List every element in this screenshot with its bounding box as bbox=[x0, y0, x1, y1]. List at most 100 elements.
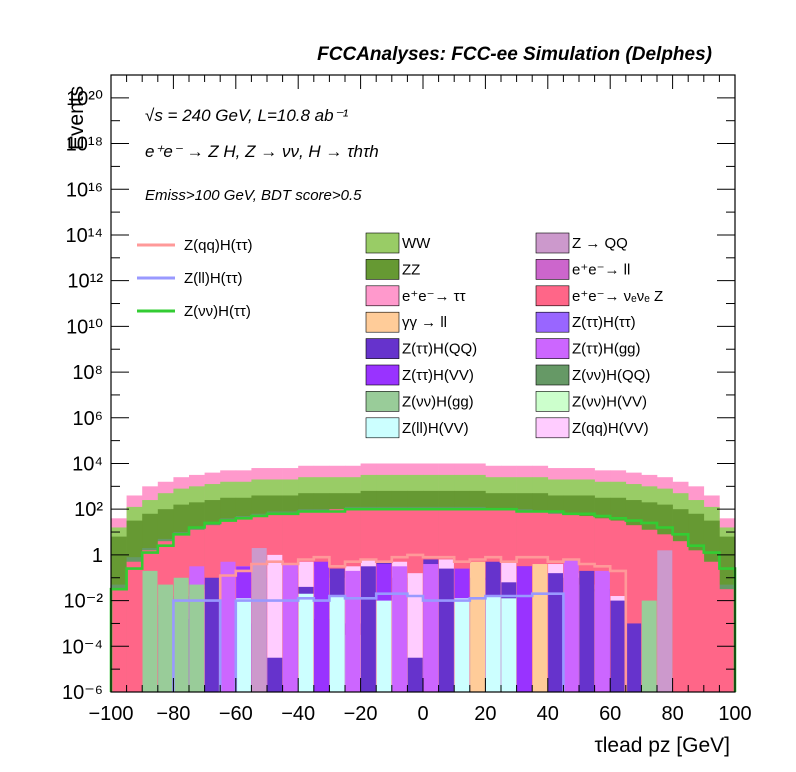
x-tick-label: −60 bbox=[219, 703, 253, 725]
component-bar bbox=[220, 561, 236, 692]
component-bar bbox=[329, 596, 345, 692]
x-tick-label: 100 bbox=[718, 703, 751, 725]
legend-box-label: WW bbox=[402, 235, 431, 252]
legend-box-swatch bbox=[365, 364, 400, 386]
x-axis-label: τlead pz [GeV] bbox=[594, 734, 730, 757]
component-bar bbox=[454, 598, 470, 692]
y-tick-label: 10⁻² bbox=[64, 591, 104, 613]
stack-bar bbox=[111, 589, 127, 692]
legend-box-swatch bbox=[535, 364, 570, 386]
legend-box-label: e⁺e⁻→ ll bbox=[572, 261, 630, 278]
legend-box-swatch bbox=[535, 338, 570, 359]
component-bar bbox=[189, 584, 205, 692]
x-tick-label: −80 bbox=[156, 703, 190, 725]
component-bar bbox=[501, 598, 517, 692]
stack-bar bbox=[703, 561, 720, 692]
component-bar bbox=[516, 566, 532, 692]
annotation-energy-lumi: √s = 240 GeV, L=10.8 ab⁻¹ bbox=[145, 106, 349, 125]
legend-box-label: ZZ bbox=[402, 261, 420, 278]
annotation-selection: Emiss>100 GeV, BDT score>0.5 bbox=[145, 187, 362, 204]
y-tick-label: 10¹⁶ bbox=[66, 179, 103, 201]
legend-box-swatch bbox=[365, 391, 400, 412]
stack-bar bbox=[719, 589, 736, 692]
stack-bar bbox=[688, 550, 705, 692]
component-bar bbox=[298, 593, 314, 692]
legend-line-label: Z(qq)H(ττ) bbox=[184, 237, 253, 254]
legend-box-label: Z(νν)H(VV) bbox=[572, 393, 647, 410]
component-bar bbox=[314, 561, 330, 692]
legend-box-label: Z(qq)H(VV) bbox=[572, 420, 649, 437]
x-tick-label: 40 bbox=[537, 703, 559, 725]
legend-box-label: γγ → ll bbox=[402, 314, 447, 331]
y-tick-label: 10¹⁸ bbox=[66, 134, 103, 156]
legend-box-label: Z(ττ)H(ττ) bbox=[572, 314, 636, 331]
x-tick-label: −40 bbox=[281, 703, 315, 725]
x-tick-label: 0 bbox=[417, 703, 428, 725]
legend-box-label: Z(ττ)H(gg) bbox=[572, 341, 641, 358]
component-bar bbox=[579, 570, 595, 692]
component-bar bbox=[158, 584, 174, 692]
component-bar bbox=[532, 564, 548, 692]
legend-box-label: Z(ll)H(VV) bbox=[402, 420, 469, 437]
component-bar bbox=[610, 600, 626, 692]
y-tick-label: 10¹² bbox=[67, 271, 103, 293]
legend-box-label: Z(ττ)H(VV) bbox=[402, 367, 474, 384]
stack-bar bbox=[672, 541, 689, 692]
legend-box-swatch bbox=[365, 259, 400, 280]
legend-box-swatch bbox=[535, 259, 570, 280]
legend-box-swatch bbox=[535, 232, 570, 254]
signal-line bbox=[109, 507, 737, 692]
legend-box-label: Z(νν)H(QQ) bbox=[572, 367, 650, 384]
legend-box-swatch bbox=[365, 417, 400, 439]
header-title: FCCAnalyses: FCC-ee Simulation (Delphes) bbox=[317, 44, 712, 65]
component-bar bbox=[173, 577, 189, 692]
legend-box-label: e⁺e⁻→ ττ bbox=[402, 288, 466, 305]
legend-box-swatch bbox=[535, 285, 570, 307]
component-bar bbox=[485, 596, 501, 692]
component-bar bbox=[626, 623, 642, 692]
component-bar bbox=[267, 657, 283, 692]
legend-box-swatch bbox=[365, 232, 400, 254]
y-tick-label: 10⁻⁴ bbox=[62, 636, 103, 658]
y-tick-label: 10² bbox=[74, 499, 103, 521]
y-tick-label: 1 bbox=[92, 545, 103, 567]
legend-box-label: Z → QQ bbox=[572, 235, 628, 252]
legend-line-label: Z(ll)H(ττ) bbox=[184, 270, 243, 287]
legend-box-swatch bbox=[365, 311, 400, 333]
signal-line bbox=[172, 592, 565, 692]
legend-box-swatch bbox=[365, 338, 400, 359]
axis-ticks: −100 −80 −60 −40 −20 0 20 40 60 80 100 10⁻⁶ 10⁻⁴ 10⁻²… bbox=[62, 74, 752, 725]
x-tick-label: −20 bbox=[344, 703, 378, 725]
component-bar bbox=[548, 573, 564, 692]
component-bar bbox=[594, 570, 610, 692]
y-axis-label: Events bbox=[65, 86, 88, 150]
legend-box-swatch bbox=[535, 311, 570, 333]
y-tick-label: 10⁸ bbox=[72, 362, 103, 384]
component-bar bbox=[360, 566, 376, 692]
y-tick-label: 10⁻⁶ bbox=[62, 682, 103, 704]
component-bar bbox=[251, 548, 267, 692]
component-bar bbox=[641, 600, 657, 692]
component-bar bbox=[392, 566, 408, 692]
component-bar bbox=[407, 657, 423, 692]
plot-area bbox=[109, 463, 737, 692]
legend-box-swatch bbox=[365, 285, 400, 307]
x-tick-label: 60 bbox=[599, 703, 621, 725]
y-tick-label: 10¹⁴ bbox=[66, 225, 104, 247]
component-bar bbox=[142, 570, 158, 692]
y-tick-label: 10⁶ bbox=[73, 408, 103, 430]
x-tick-label: 20 bbox=[474, 703, 496, 725]
legend: Z(qq)H(ττ) Z(ll)H(ττ) Z(νν)H(ττ) WW ZZ e⁺e⁻→ … bbox=[137, 232, 663, 439]
y-tick-label: 10²⁰ bbox=[66, 88, 103, 110]
x-tick-label: −100 bbox=[88, 703, 133, 725]
component-bar bbox=[345, 570, 361, 692]
legend-box-label: e⁺e⁻→ νₑνₑ Z bbox=[572, 288, 663, 305]
component-bar bbox=[236, 598, 252, 692]
signal-line bbox=[218, 553, 628, 692]
component-bar bbox=[204, 577, 220, 692]
legend-box-swatch bbox=[535, 417, 570, 439]
legend-box-swatch bbox=[535, 391, 570, 412]
component-bar bbox=[423, 564, 439, 692]
component-bar bbox=[563, 559, 579, 692]
